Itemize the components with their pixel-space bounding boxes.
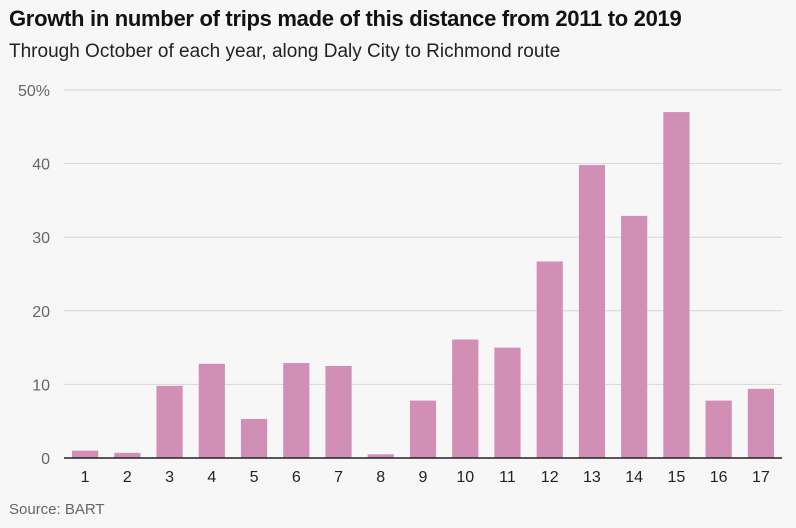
bar-4 (198, 363, 225, 458)
y-tick-label: 20 (32, 304, 50, 321)
bar-9 (409, 400, 437, 458)
y-tick-label: 10 (32, 377, 50, 394)
bar-2 (114, 452, 141, 458)
bar-12 (536, 261, 563, 458)
x-tick-label: 16 (710, 469, 728, 486)
bar-16 (705, 400, 732, 458)
x-tick-label: 3 (165, 469, 174, 486)
y-tick-label: 50% (18, 83, 50, 100)
x-tick-label: 15 (668, 469, 686, 486)
bar-1 (72, 450, 99, 458)
bar-5 (240, 418, 268, 458)
bar-6 (283, 363, 310, 458)
bar-15 (663, 112, 690, 458)
x-tick-label: 11 (499, 469, 516, 486)
bar-10 (452, 339, 479, 458)
x-tick-label: 14 (625, 469, 643, 486)
x-tick-label: 8 (376, 469, 385, 486)
chart-subtitle: Through October of each year, along Daly… (9, 41, 561, 62)
bar-14 (621, 215, 648, 458)
y-tick-label: 0 (41, 451, 50, 468)
gridlines (64, 89, 782, 385)
y-tick-label: 40 (32, 157, 50, 174)
bar-7 (325, 366, 352, 458)
x-tick-label: 17 (752, 469, 770, 486)
x-tick-label: 12 (541, 469, 559, 486)
bar-17 (747, 388, 774, 458)
x-tick-label: 13 (583, 469, 601, 486)
source-note: Source: BART (9, 501, 105, 518)
x-axis-labels: 1 2 3 4 5 6 7 8 9 10 11 12 13 14 15 16 17 (81, 469, 770, 486)
y-axis-labels: 0 10 20 30 40 50% (18, 83, 50, 468)
x-tick-label: 7 (334, 469, 343, 486)
bar-8 (367, 454, 394, 458)
y-tick-label: 30 (32, 230, 50, 247)
x-tick-label: 10 (456, 469, 474, 486)
x-tick-label: 2 (123, 469, 132, 486)
x-tick-label: 1 (81, 469, 90, 486)
bar-11 (494, 347, 521, 458)
x-tick-label: 4 (207, 469, 216, 486)
bar-3 (156, 385, 183, 458)
x-tick-label: 6 (292, 469, 301, 486)
x-tick-label: 5 (250, 469, 259, 486)
bars (72, 112, 774, 458)
chart-title: Growth in number of trips made of this d… (9, 6, 682, 31)
bar-13 (578, 165, 606, 458)
x-tick-label: 9 (419, 469, 428, 486)
